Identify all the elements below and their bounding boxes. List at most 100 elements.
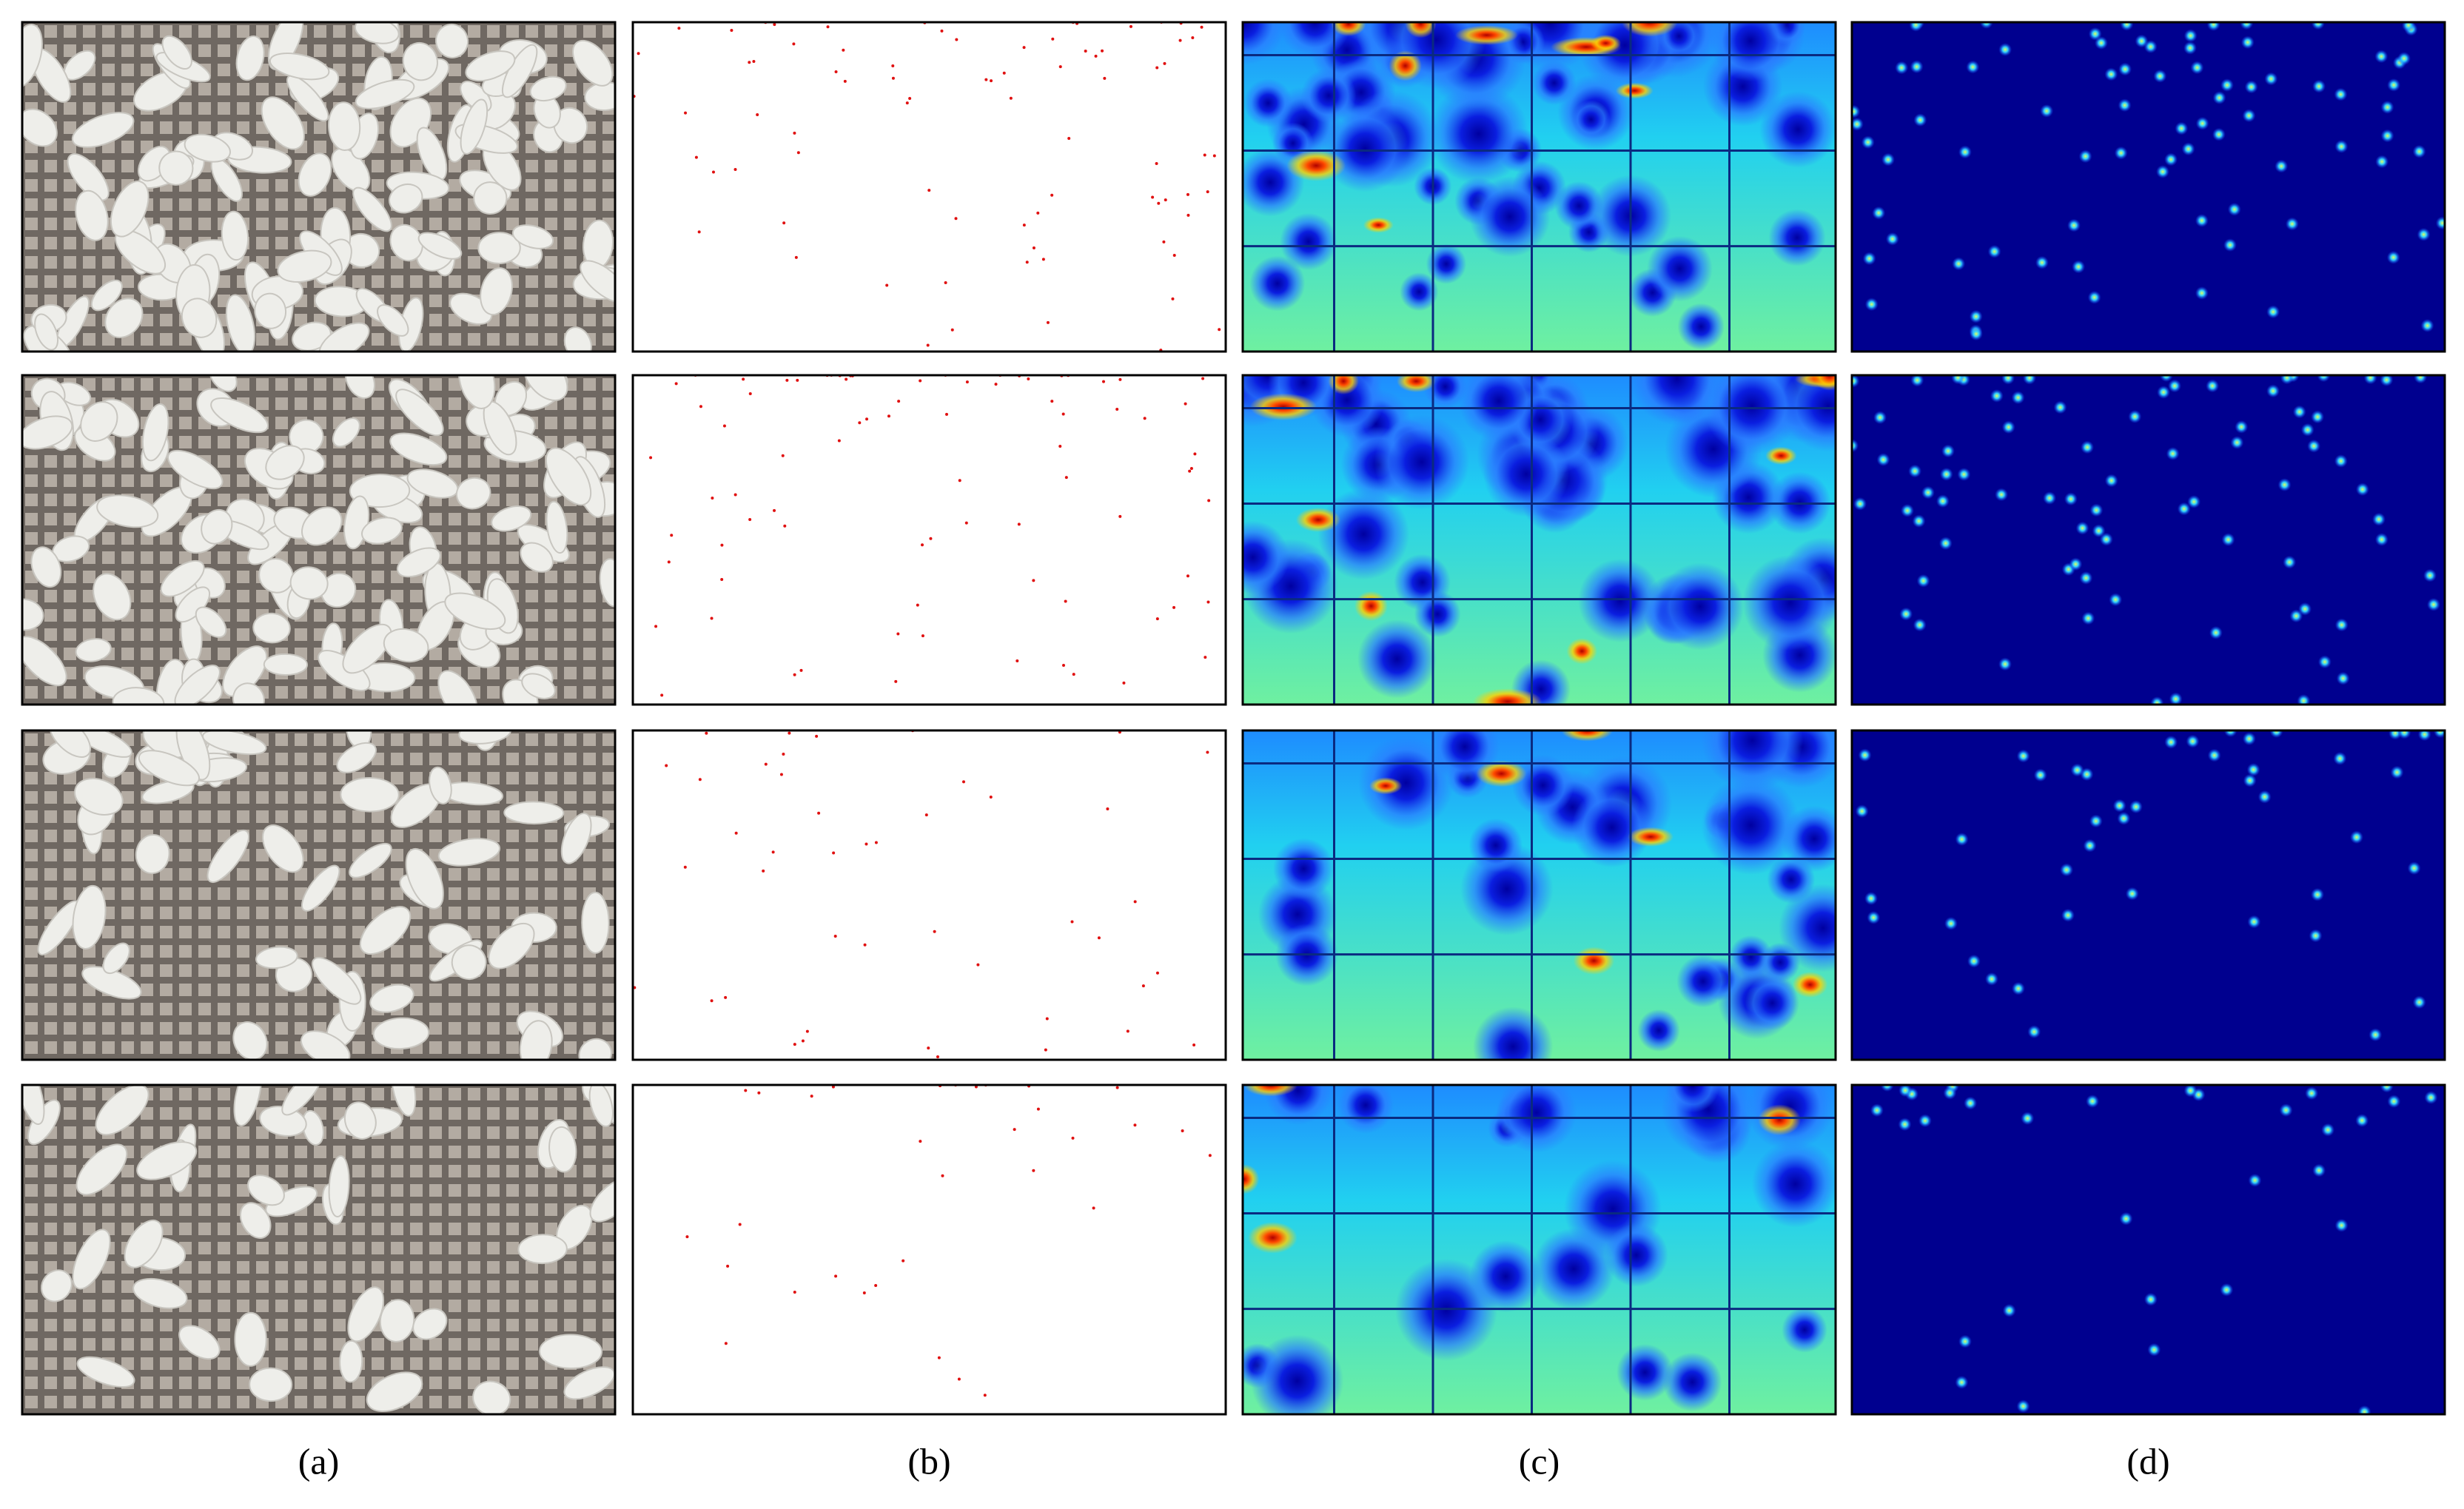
head-point — [1163, 61, 1166, 65]
heat-blob — [1703, 375, 1801, 454]
head-point — [649, 456, 653, 460]
head-point — [1172, 605, 1176, 609]
duck — [141, 779, 195, 804]
map-dot — [1913, 618, 1927, 632]
head-point — [974, 1085, 978, 1089]
duck — [548, 1126, 577, 1173]
map-dot — [1916, 574, 1930, 588]
head-point — [1027, 377, 1030, 380]
duck — [580, 260, 615, 303]
heat-blob — [1782, 1307, 1827, 1353]
duck — [75, 1143, 128, 1196]
density-bg — [633, 375, 1226, 705]
map-dot — [1918, 1114, 1932, 1128]
duck — [560, 813, 592, 864]
map-dot — [2380, 1085, 2394, 1093]
head-point — [683, 865, 687, 869]
heat-blob — [1469, 176, 1551, 258]
map-dot — [2206, 379, 2220, 393]
heat-blob — [1249, 255, 1306, 312]
head-point — [984, 78, 988, 81]
head-point — [842, 48, 845, 52]
duck — [389, 432, 448, 466]
map-dot — [2157, 385, 2171, 399]
panel-content — [1243, 375, 1836, 705]
map-dot — [2069, 557, 2083, 571]
map-dot — [2374, 50, 2389, 64]
map-dot — [2277, 478, 2292, 492]
head-point — [831, 1085, 835, 1089]
map-dot — [2081, 611, 2095, 625]
head-point — [685, 1235, 689, 1239]
head-point — [955, 38, 959, 41]
map-dot — [2283, 555, 2297, 569]
duck — [239, 1202, 272, 1239]
head-point — [933, 930, 936, 933]
map-dot — [2227, 202, 2241, 216]
head-point — [788, 731, 791, 735]
heat-blob — [1630, 375, 1724, 426]
head-point — [1218, 328, 1221, 332]
duck — [366, 1371, 423, 1412]
duck — [563, 1366, 615, 1400]
map-dot — [2144, 1292, 2158, 1306]
map-dot — [2334, 618, 2349, 632]
duck — [396, 547, 441, 578]
head-point — [865, 417, 869, 421]
map-dot — [2186, 734, 2200, 748]
head-point — [1115, 1086, 1119, 1089]
map-dot — [2371, 512, 2386, 526]
head-point — [929, 537, 933, 540]
map-dot — [2109, 593, 2123, 607]
panel — [631, 21, 1227, 353]
map-dot — [1921, 485, 1935, 500]
heat-blob — [1469, 1240, 1542, 1313]
duck — [265, 445, 305, 480]
head-point — [756, 113, 759, 117]
head-point — [637, 52, 640, 56]
panel-content — [633, 730, 1226, 1060]
panel-border — [1241, 1083, 1837, 1416]
density-bg — [633, 730, 1226, 1060]
hot-blob — [1792, 972, 1828, 998]
map-dot — [2089, 814, 2103, 828]
head-point — [944, 281, 947, 285]
map-dot — [1966, 60, 1980, 74]
head-point — [734, 167, 737, 171]
head-point — [805, 1029, 809, 1033]
map-dot — [2159, 375, 2173, 383]
head-point — [764, 762, 768, 766]
heat-blob — [1278, 22, 1352, 59]
map-dot — [2248, 1173, 2262, 1187]
map-dot — [2209, 625, 2223, 639]
head-point — [1067, 136, 1071, 140]
head-point — [1141, 984, 1145, 988]
map-dot — [2414, 375, 2428, 384]
duck — [437, 838, 501, 867]
head-point — [720, 577, 724, 581]
head-point — [1122, 681, 1126, 685]
map-dot — [2240, 22, 2254, 30]
duck — [520, 542, 554, 573]
head-point — [748, 518, 752, 522]
map-dot — [2220, 1283, 2234, 1297]
duck — [34, 313, 59, 351]
panel — [1241, 1083, 1837, 1416]
panel-label: (b) — [907, 1440, 950, 1482]
head-point — [794, 255, 798, 259]
duck — [289, 566, 329, 600]
map-dot — [2195, 116, 2209, 130]
head-point — [1094, 54, 1098, 58]
duck — [221, 210, 249, 261]
duck — [589, 1177, 615, 1223]
map-dot — [1862, 252, 1876, 266]
map-dot — [2011, 391, 2025, 405]
map-dot — [2321, 1123, 2335, 1137]
map-dot — [2435, 216, 2445, 230]
map-dot — [2311, 410, 2325, 424]
duck — [301, 864, 340, 912]
heat-blob — [1662, 1352, 1722, 1412]
duck — [312, 957, 362, 1005]
map-dot — [2220, 78, 2234, 93]
map-dot — [2118, 62, 2132, 76]
